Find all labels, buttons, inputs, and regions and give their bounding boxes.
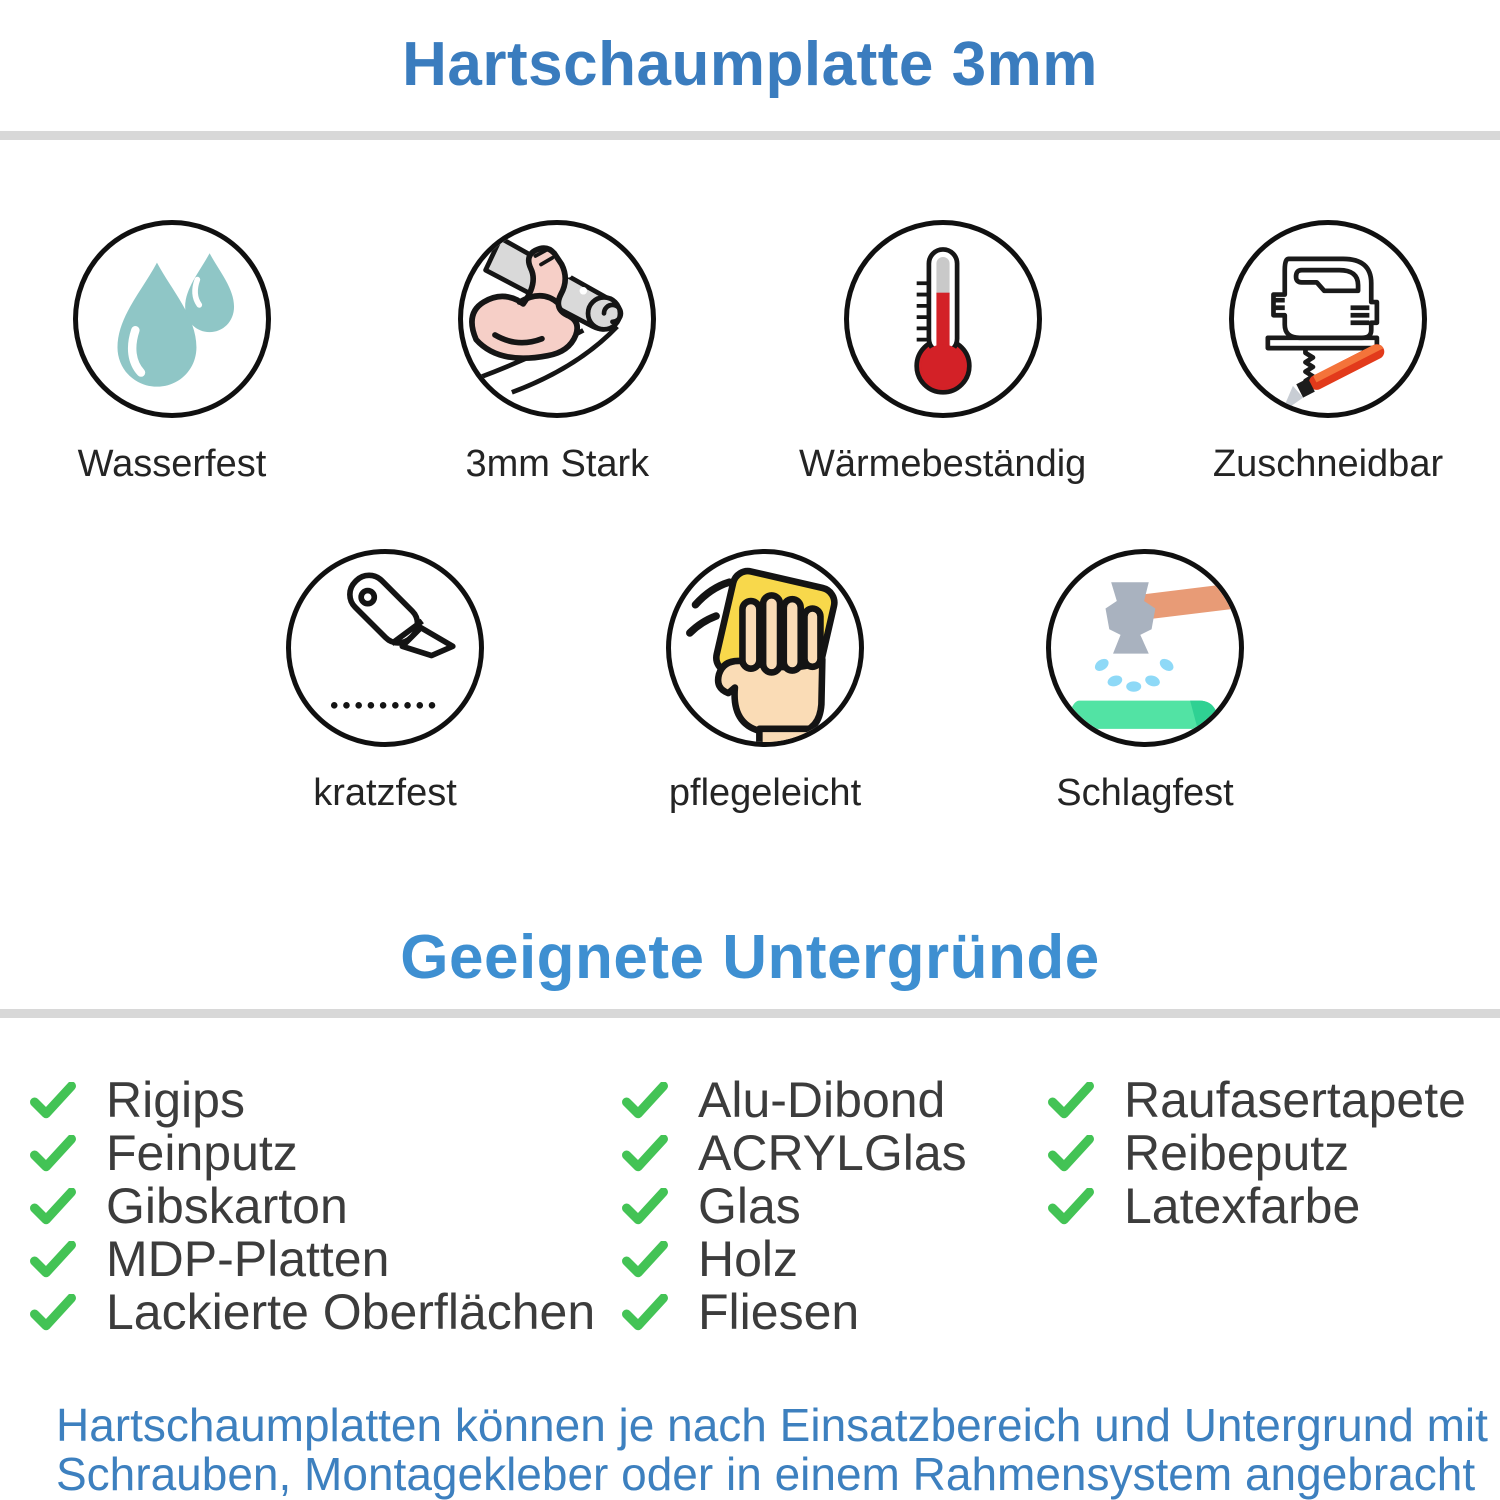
feature-label: kratzfest xyxy=(313,772,457,814)
divider xyxy=(0,131,1500,140)
check-icon xyxy=(30,1134,76,1173)
substrate-checklist: Rigips Feinputz Gibskarton MDP-Platten L… xyxy=(0,1074,1500,1339)
feature-scratch-resistant: kratzfest xyxy=(265,549,505,815)
list-item-label: Latexfarbe xyxy=(1124,1178,1361,1234)
feature-cuttable: Zuschneidbar xyxy=(1208,220,1448,486)
list-item-label: ACRYLGlas xyxy=(698,1125,967,1181)
feature-easy-care: pflegeleicht xyxy=(645,549,885,815)
hammer-impact-icon xyxy=(1046,549,1244,747)
list-item: Gibskarton xyxy=(30,1180,622,1233)
list-item: Raufasertapete xyxy=(1048,1074,1500,1127)
list-item: MDP-Platten xyxy=(30,1233,622,1286)
list-item: Lackierte Oberflächen xyxy=(30,1286,622,1339)
list-item-label: Rigips xyxy=(106,1072,245,1128)
check-icon xyxy=(30,1081,76,1120)
list-item-label: Holz xyxy=(698,1231,799,1287)
feature-label: Wasserfest xyxy=(77,443,267,485)
muscle-arm-icon xyxy=(458,220,657,418)
check-icon xyxy=(1048,1134,1094,1173)
check-icon xyxy=(30,1240,76,1279)
list-item: Feinputz xyxy=(30,1127,622,1180)
jigsaw-cutter-icon xyxy=(1228,220,1427,418)
feature-label: Wärmebeständig xyxy=(799,443,1087,485)
list-item-label: Fliesen xyxy=(698,1284,860,1340)
list-item-label: Alu-Dibond xyxy=(698,1072,946,1128)
cleaning-hand-icon xyxy=(666,549,864,747)
checklist-column-2: Alu-Dibond ACRYLGlas Glas Holz Fliesen xyxy=(622,1074,1048,1339)
list-item: Reibeputz xyxy=(1048,1127,1500,1180)
footer-note: Hartschaumplatten können je nach Einsatz… xyxy=(0,1401,1500,1500)
list-item: Fliesen xyxy=(622,1286,1048,1339)
list-item: Alu-Dibond xyxy=(622,1074,1048,1127)
thermometer-icon xyxy=(843,220,1042,418)
check-icon xyxy=(622,1134,668,1173)
check-icon xyxy=(30,1187,76,1226)
footer-line-1: Hartschaumplatten können je nach Einsatz… xyxy=(56,1399,1488,1451)
list-item-label: Reibeputz xyxy=(1124,1125,1350,1181)
list-item-label: MDP-Platten xyxy=(106,1231,390,1287)
check-icon xyxy=(1048,1081,1094,1120)
check-icon xyxy=(622,1240,668,1279)
list-item: Latexfarbe xyxy=(1048,1180,1500,1233)
list-item: ACRYLGlas xyxy=(622,1127,1048,1180)
list-item: Holz xyxy=(622,1233,1048,1286)
feature-label: pflegeleicht xyxy=(668,772,862,814)
feature-row-2: kratzfest pflegeleicht xyxy=(0,549,1500,815)
footer-line-2: Schrauben, Montagekleber oder in einem R… xyxy=(56,1448,1476,1500)
feature-row-1: Wasserfest 3mm Stark xyxy=(0,220,1500,486)
list-item-label: Lackierte Oberflächen xyxy=(106,1284,596,1340)
section-title: Geeignete Untergründe xyxy=(400,923,1100,992)
check-icon xyxy=(622,1187,668,1226)
divider xyxy=(0,1009,1500,1018)
list-item-label: Gibskarton xyxy=(106,1178,348,1234)
list-item: Glas xyxy=(622,1180,1048,1233)
check-icon xyxy=(622,1293,668,1332)
utility-knife-icon xyxy=(286,549,484,747)
feature-strength: 3mm Stark xyxy=(437,220,677,486)
page-title: Hartschaumplatte 3mm xyxy=(402,30,1098,99)
list-item-label: Glas xyxy=(698,1178,801,1234)
check-icon xyxy=(30,1293,76,1332)
feature-label: 3mm Stark xyxy=(465,443,650,485)
checklist-column-1: Rigips Feinputz Gibskarton MDP-Platten L… xyxy=(30,1074,622,1339)
check-icon xyxy=(1048,1187,1094,1226)
list-item-label: Feinputz xyxy=(106,1125,298,1181)
feature-waterproof: Wasserfest xyxy=(52,220,292,486)
feature-heat-resistant: Wärmebeständig xyxy=(799,220,1086,486)
list-item: Rigips xyxy=(30,1074,622,1127)
check-icon xyxy=(622,1081,668,1120)
list-item-label: Raufasertapete xyxy=(1124,1072,1466,1128)
water-drops-icon xyxy=(73,220,271,418)
feature-impact-resistant: Schlagfest xyxy=(1025,549,1265,815)
feature-label: Zuschneidbar xyxy=(1212,443,1444,485)
checklist-column-3: Raufasertapete Reibeputz Latexfarbe xyxy=(1048,1074,1500,1339)
feature-label: Schlagfest xyxy=(1056,772,1234,814)
